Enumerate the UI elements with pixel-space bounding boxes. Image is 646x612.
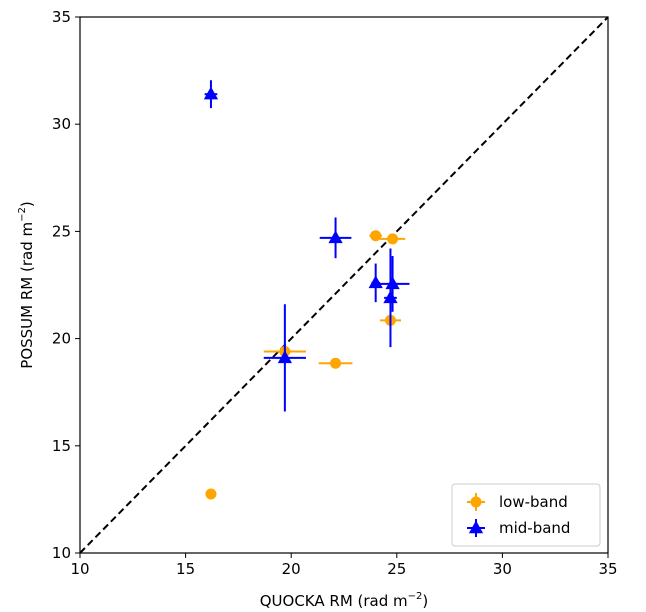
legend: low-band mid-band	[451, 483, 601, 547]
mid-band-point	[263, 304, 306, 412]
series-low-band	[205, 230, 406, 500]
low-band-point	[379, 233, 406, 245]
y-axis-label-superscript: −2	[17, 207, 28, 222]
low-band-point	[205, 488, 217, 500]
x-tick-label: 25	[387, 560, 406, 578]
mid-band-marker	[385, 276, 400, 290]
mid-band-point	[383, 248, 398, 348]
low-band-point	[369, 230, 383, 242]
y-tick-label: 15	[52, 437, 71, 455]
y-tick-label: 20	[52, 330, 71, 348]
one-to-one-reference-line	[79, 16, 609, 554]
low-band-point	[318, 357, 353, 369]
x-tick-label: 10	[70, 560, 89, 578]
legend-entries: low-band mid-band	[467, 493, 570, 537]
x-tick-label: 15	[176, 560, 195, 578]
y-axis-label-end: )	[18, 201, 36, 207]
data-points-layer	[203, 80, 410, 500]
y-tick-label: 35	[52, 8, 71, 26]
mid-band-marker	[277, 350, 292, 364]
ticks-layer: 10 15 20 25 30 35 10 15 20 25 30 35	[52, 8, 618, 578]
low-band-marker	[387, 233, 399, 245]
y-tick-label: 30	[52, 115, 71, 133]
mid-band-point	[375, 256, 410, 312]
legend-label: mid-band	[499, 519, 570, 537]
x-axis-label-superscript: −2	[408, 591, 423, 602]
y-axis-label-main: POSSUM RM (rad m	[18, 222, 36, 369]
legend-marker	[468, 520, 484, 534]
x-axis-label: QUOCKA RM (rad m−2)	[260, 591, 429, 610]
legend-entry-mid-band: mid-band	[467, 519, 570, 537]
y-tick-label: 25	[52, 222, 71, 240]
legend-marker	[470, 496, 482, 508]
x-tick-label: 30	[493, 560, 512, 578]
mid-band-point	[319, 217, 352, 259]
mid-band-marker	[383, 290, 398, 304]
legend-label: low-band	[499, 493, 568, 511]
y-tick-label: 10	[52, 544, 71, 562]
plot-frame	[79, 16, 609, 554]
x-axis-label-main: QUOCKA RM (rad m	[260, 592, 408, 610]
low-band-marker	[370, 230, 382, 242]
low-band-marker	[205, 488, 217, 500]
legend-box	[451, 483, 601, 547]
series-mid-band	[203, 80, 410, 412]
x-tick-label: 20	[282, 560, 301, 578]
mid-band-point	[203, 80, 219, 109]
low-band-marker	[330, 357, 342, 369]
reference-line-layer	[79, 16, 609, 554]
legend-entry-low-band: low-band	[467, 493, 568, 511]
y-axis-label: POSSUM RM (rad m−2)	[17, 201, 36, 368]
mid-band-marker	[328, 230, 343, 244]
mid-band-marker	[203, 86, 219, 100]
x-axis-label-end: )	[422, 592, 428, 610]
x-tick-label: 35	[598, 560, 617, 578]
